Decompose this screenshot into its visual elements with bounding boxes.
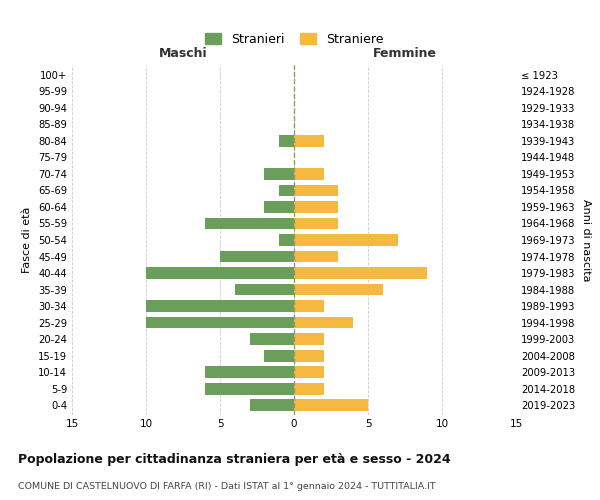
Bar — [265, 201, 294, 213]
Bar — [279, 135, 294, 147]
Bar — [294, 201, 338, 213]
Bar — [265, 168, 294, 180]
Bar — [294, 333, 323, 345]
Bar — [294, 382, 323, 394]
Bar — [279, 184, 294, 196]
Bar — [205, 366, 294, 378]
Y-axis label: Fasce di età: Fasce di età — [22, 207, 32, 273]
Bar — [294, 399, 368, 411]
Bar — [265, 350, 294, 362]
Bar — [146, 300, 294, 312]
Bar — [294, 135, 323, 147]
Bar — [294, 250, 338, 262]
Bar — [250, 333, 294, 345]
Bar — [205, 382, 294, 394]
Bar — [294, 316, 353, 328]
Bar — [294, 168, 323, 180]
Bar — [279, 234, 294, 246]
Bar — [235, 284, 294, 296]
Text: COMUNE DI CASTELNUOVO DI FARFA (RI) - Dati ISTAT al 1° gennaio 2024 - TUTTITALIA: COMUNE DI CASTELNUOVO DI FARFA (RI) - Da… — [18, 482, 436, 491]
Bar — [294, 218, 338, 230]
Bar — [294, 284, 383, 296]
Y-axis label: Anni di nascita: Anni di nascita — [581, 198, 591, 281]
Bar — [146, 316, 294, 328]
Text: Popolazione per cittadinanza straniera per età e sesso - 2024: Popolazione per cittadinanza straniera p… — [18, 452, 451, 466]
Bar — [205, 218, 294, 230]
Bar — [220, 250, 294, 262]
Text: Maschi: Maschi — [158, 47, 208, 60]
Bar — [294, 184, 338, 196]
Bar — [294, 366, 323, 378]
Bar — [146, 267, 294, 279]
Bar — [294, 350, 323, 362]
Bar — [294, 300, 323, 312]
Bar — [294, 234, 398, 246]
Bar — [250, 399, 294, 411]
Text: Femmine: Femmine — [373, 47, 437, 60]
Legend: Stranieri, Straniere: Stranieri, Straniere — [201, 29, 387, 50]
Bar — [294, 267, 427, 279]
